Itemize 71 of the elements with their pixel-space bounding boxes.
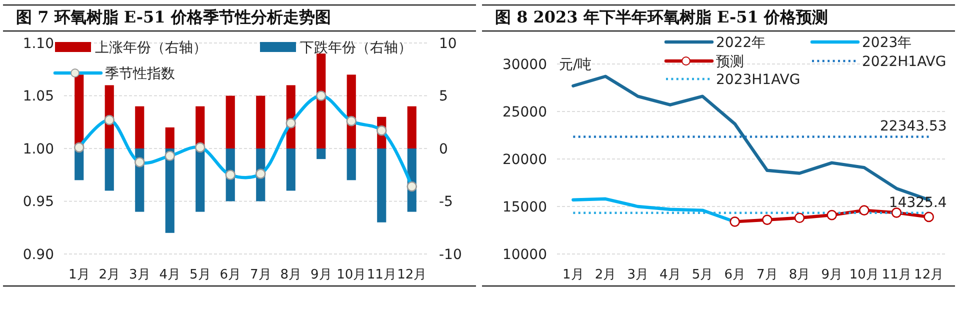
point bbox=[859, 205, 870, 216]
y2-tick-label: -10 bbox=[439, 246, 462, 263]
bar bbox=[407, 106, 416, 148]
bar bbox=[316, 54, 326, 148]
legend-label: 2022年 bbox=[716, 34, 766, 51]
y-tick-label: 15000 bbox=[502, 199, 547, 216]
legend-label: 2023H1AVG bbox=[716, 72, 800, 88]
legend-label: 季节性指数 bbox=[105, 66, 175, 82]
bar bbox=[165, 127, 174, 148]
x-tick-label: 6月 bbox=[220, 268, 242, 283]
y-tick-label: 20000 bbox=[502, 152, 547, 168]
legend-label: 预测 bbox=[716, 54, 744, 70]
x-tick-label: 4月 bbox=[660, 268, 681, 283]
y-tick-label: 0.90 bbox=[22, 246, 54, 263]
point bbox=[730, 216, 740, 227]
x-tick-label: 4月 bbox=[159, 268, 181, 283]
x-tick-label: 12月 bbox=[914, 268, 944, 283]
bar bbox=[286, 148, 296, 191]
x-tick-label: 8月 bbox=[280, 268, 302, 283]
x-tick-label: 9月 bbox=[821, 268, 842, 283]
x-tick-label: 5月 bbox=[692, 268, 714, 283]
x-tick-label: 2月 bbox=[594, 268, 616, 283]
x-tick-label: 3月 bbox=[627, 268, 648, 283]
x-tick-label: 11月 bbox=[366, 268, 396, 283]
bar bbox=[256, 96, 266, 148]
x-tick-label: 2月 bbox=[98, 268, 120, 283]
y2-tick-label: 5 bbox=[439, 88, 448, 105]
legend-label: 2022H1AVG bbox=[862, 54, 946, 70]
y-tick-label: 0.95 bbox=[22, 194, 54, 210]
point bbox=[826, 210, 837, 220]
bar bbox=[377, 148, 386, 222]
x-tick-label: 3月 bbox=[128, 268, 150, 283]
bar bbox=[135, 106, 144, 148]
y-tick-label: 1.05 bbox=[22, 88, 54, 105]
chart-title: 图 8 2023 年下半年环氧树脂 E-51 价格预测 bbox=[495, 8, 828, 27]
x-tick-label: 10月 bbox=[849, 268, 879, 283]
y-tick-label: 1.10 bbox=[22, 36, 54, 52]
legend-label: 下跌年份（右轴） bbox=[300, 40, 412, 56]
chart-title: 图 7 环氧树脂 E-51 价格季节性分析走势图 bbox=[16, 8, 331, 27]
x-tick-label: 6月 bbox=[724, 268, 746, 283]
bar bbox=[226, 96, 235, 148]
point bbox=[794, 212, 805, 224]
x-tick-label: 5月 bbox=[189, 268, 211, 283]
point bbox=[891, 208, 902, 218]
x-tick-label: 11月 bbox=[882, 268, 912, 283]
legend-label: 上涨年份（右轴） bbox=[95, 40, 207, 56]
y-axis-title: 元/吨 bbox=[559, 56, 592, 73]
y-tick-label: 25000 bbox=[502, 104, 547, 120]
x-tick-label: 7月 bbox=[756, 268, 778, 283]
point bbox=[924, 212, 934, 222]
point bbox=[762, 214, 772, 225]
x-tick-label: 1月 bbox=[562, 268, 584, 283]
legend-label: 2023年 bbox=[862, 34, 912, 51]
y-tick-label: 10000 bbox=[502, 246, 547, 263]
y2-tick-label: -5 bbox=[439, 194, 453, 210]
y-tick-label: 30000 bbox=[502, 56, 547, 73]
bar bbox=[196, 148, 205, 212]
x-tick-label: 9月 bbox=[310, 268, 332, 283]
y-tick-label: 1.00 bbox=[22, 141, 54, 158]
y2-tick-label: 10 bbox=[439, 36, 457, 52]
x-tick-label: 7月 bbox=[250, 268, 272, 283]
x-tick-label: 8月 bbox=[788, 268, 810, 283]
y2-tick-label: 0 bbox=[439, 141, 448, 158]
bar bbox=[104, 148, 114, 191]
x-tick-label: 10月 bbox=[336, 268, 366, 283]
x-tick-label: 12月 bbox=[397, 268, 427, 283]
data-label: 22343.53 bbox=[880, 118, 947, 135]
bar bbox=[346, 148, 356, 180]
x-tick-label: 1月 bbox=[68, 268, 90, 283]
bar bbox=[316, 148, 326, 160]
data-label: 14325.4 bbox=[888, 194, 947, 211]
